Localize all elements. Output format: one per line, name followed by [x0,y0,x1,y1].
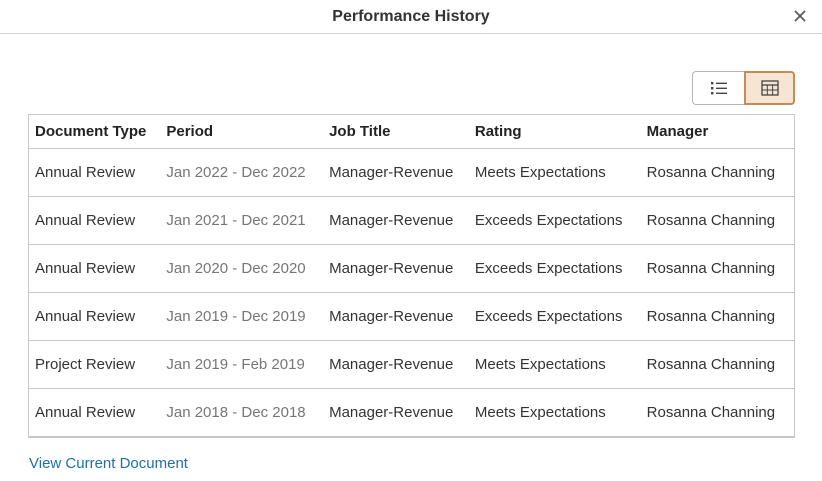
column-header-job-title[interactable]: Job Title [323,114,469,149]
column-header-period[interactable]: Period [160,114,324,149]
table-row[interactable]: Annual Review Jan 2022 - Dec 2022 Manage… [28,148,795,197]
cell-period: Jan 2022 - Dec 2022 [160,148,324,197]
cell-manager: Rosanna Channing [640,292,795,341]
cell-job-title: Manager-Revenue [323,292,469,341]
table-row[interactable]: Annual Review Jan 2019 - Dec 2019 Manage… [28,292,795,341]
cell-job-title: Manager-Revenue [323,340,469,389]
dialog-header: Performance History [0,0,822,34]
cell-manager: Rosanna Channing [640,340,795,389]
grid-view-button[interactable] [744,71,795,105]
list-view-icon [710,82,727,95]
cell-rating: Exceeds Expectations [468,244,641,293]
cell-job-title: Manager-Revenue [323,148,469,197]
cell-rating: Exceeds Expectations [468,292,641,341]
cell-manager: Rosanna Channing [640,244,795,293]
cell-job-title: Manager-Revenue [323,244,469,293]
cell-document-type: Annual Review [28,244,161,293]
cell-rating: Meets Expectations [468,148,641,197]
cell-job-title: Manager-Revenue [323,196,469,245]
cell-manager: Rosanna Channing [640,148,795,197]
table-row[interactable]: Project Review Jan 2019 - Feb 2019 Manag… [28,340,795,389]
table-header-row: Document Type Period Job Title Rating Ma… [28,114,795,149]
column-header-manager[interactable]: Manager [640,114,795,149]
column-header-rating[interactable]: Rating [468,114,641,149]
close-button[interactable] [790,6,810,26]
table-row[interactable]: Annual Review Jan 2021 - Dec 2021 Manage… [28,196,795,245]
cell-period: Jan 2019 - Dec 2019 [160,292,324,341]
view-current-document-link[interactable]: View Current Document [29,455,188,472]
cell-rating: Exceeds Expectations [468,196,641,245]
cell-period: Jan 2021 - Dec 2021 [160,196,324,245]
cell-document-type: Annual Review [28,148,161,197]
performance-history-table: Document Type Period Job Title Rating Ma… [28,114,795,438]
cell-document-type: Annual Review [28,196,161,245]
cell-manager: Rosanna Channing [640,388,795,438]
dialog-title: Performance History [332,8,490,25]
cell-job-title: Manager-Revenue [323,388,469,438]
cell-rating: Meets Expectations [468,340,641,389]
column-header-document-type[interactable]: Document Type [28,114,161,149]
grid-view-icon [760,80,779,96]
cell-document-type: Project Review [28,340,161,389]
cell-manager: Rosanna Channing [640,196,795,245]
cell-period: Jan 2019 - Feb 2019 [160,340,324,389]
cell-period: Jan 2018 - Dec 2018 [160,388,324,438]
view-toggle [692,71,795,105]
cell-period: Jan 2020 - Dec 2020 [160,244,324,293]
close-icon [794,10,806,22]
cell-document-type: Annual Review [28,388,161,438]
list-view-button[interactable] [692,71,744,105]
table-row[interactable]: Annual Review Jan 2020 - Dec 2020 Manage… [28,244,795,293]
table-row[interactable]: Annual Review Jan 2018 - Dec 2018 Manage… [28,388,795,438]
cell-rating: Meets Expectations [468,388,641,438]
cell-document-type: Annual Review [28,292,161,341]
